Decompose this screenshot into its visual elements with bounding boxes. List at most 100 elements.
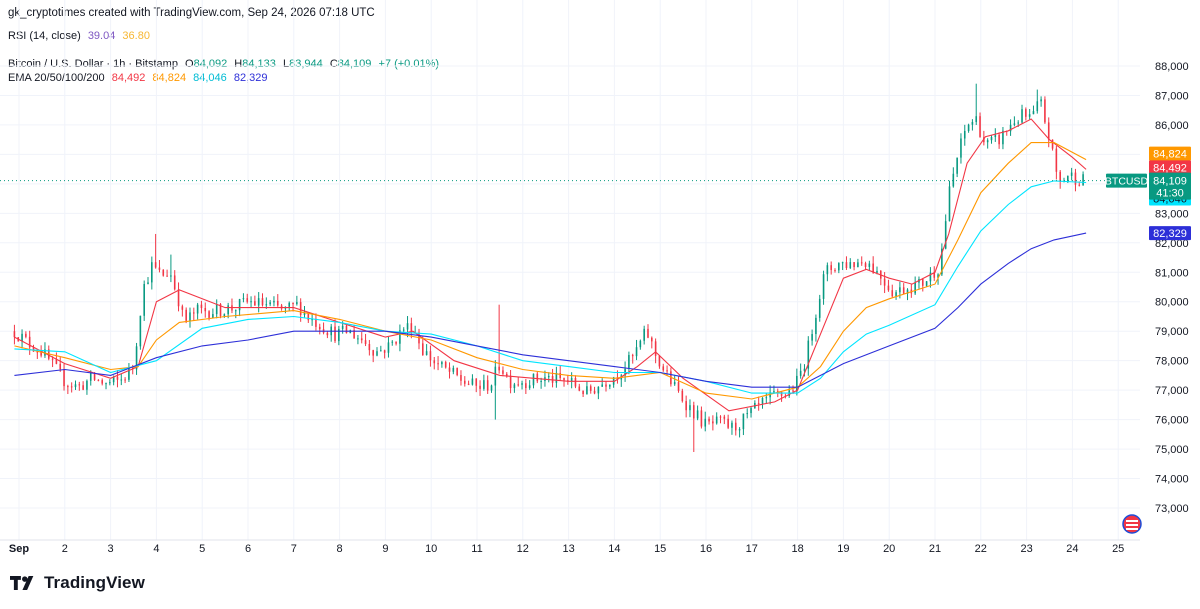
candle-body [757,402,760,404]
y-tick-label: 75,000 [1155,444,1189,456]
candle-body [1070,172,1073,176]
candle-body [288,302,291,307]
x-tick-label: 20 [883,543,895,555]
calendar-events-icon[interactable] [1122,514,1142,534]
candle [586,381,588,395]
candle-body [303,312,306,315]
x-tick-label: 5 [199,543,205,555]
candle [67,384,69,395]
candle [551,368,554,388]
rsi-ma-value: 36.80 [122,30,150,42]
candle-body [399,330,401,344]
candle [601,378,603,387]
open-label: O [185,58,194,70]
price-axis[interactable]: 73,000 74,000 75,000 76,000 77,000 78,000 79,0… [1155,61,1189,515]
candle-body [998,134,1000,145]
candle-body [883,278,886,286]
tradingview-logo[interactable]: TradingView [10,573,145,593]
candle [177,282,180,312]
candle [193,307,195,321]
candle-body [528,385,531,389]
candle [250,296,252,308]
candle-body [326,332,329,336]
candle [834,268,836,273]
candle [731,420,733,435]
candle-body [700,410,703,427]
candle-body [746,413,749,415]
candle [376,347,378,357]
candle-body [570,377,573,382]
candle-body [116,376,119,380]
x-tick-label: 3 [108,543,114,555]
candle [315,313,317,331]
candle-body [166,275,168,277]
time-axis[interactable]: Sep 2 3 4 5 6 7 8 9 10 11 12 13 14 15 16 17 18 19 20 21 22 23 2… [9,543,1124,555]
candle-body [13,331,16,338]
candle [1009,119,1012,136]
ema-legend[interactable]: EMA 20/50/100/200 84,492 84,824 84,046 8… [8,72,268,84]
candle-body [433,360,436,364]
candle-body [63,369,65,387]
candle-body [143,284,145,316]
ticker-tag-bg [1106,173,1147,188]
candle [647,324,649,339]
low-label: L [282,58,290,70]
candle-body [796,375,798,392]
candle [651,336,653,349]
candle [914,276,916,295]
candle [269,299,271,307]
candle-body [86,380,88,390]
rsi-legend[interactable]: RSI (14, close) 39.04 36.80 [8,30,150,42]
candle [906,288,909,301]
candle [532,373,535,389]
candle [826,262,829,282]
candle-body [124,379,126,381]
candle-body [738,429,741,431]
candle-body [941,248,943,275]
candle-body [208,311,210,318]
candle-body [731,422,733,428]
candle-body [296,302,298,305]
x-tick-label: 19 [837,543,849,555]
candle-body [822,274,825,299]
candle [963,124,966,146]
candle [437,356,439,371]
candle-body [1047,122,1050,140]
candle [483,374,485,391]
candle-body [1036,101,1039,112]
candle [21,329,23,349]
symbol-legend[interactable]: Bitcoin / U.S. Dollar · 1h · Bitstamp O 8… [8,58,439,70]
candle [120,374,123,386]
candle [895,290,897,300]
candle-body [410,323,413,333]
candle-body [868,263,871,267]
candle [757,396,760,411]
candle [921,277,924,292]
candle [1070,167,1073,181]
candle-body [189,312,191,321]
candle-body [51,358,54,360]
candle [547,372,550,383]
candle [467,380,470,386]
candle [444,360,447,369]
candle [597,386,600,400]
candle-body [1074,172,1077,185]
candle-body [89,372,92,381]
candle-body [387,342,390,353]
candle-body [723,416,726,419]
candle-body [750,408,752,414]
candle [242,293,245,303]
change-value: +7 (+0.01%) [378,58,440,70]
candle [296,295,298,306]
candle [1074,168,1077,192]
candle [589,384,592,394]
candle [55,352,58,365]
candle-body [151,262,153,283]
candle-body [986,140,989,143]
candle [166,269,168,277]
candle-body [227,305,229,315]
candle-body [112,376,115,383]
candle-body [830,265,832,271]
candle-body [536,373,539,382]
